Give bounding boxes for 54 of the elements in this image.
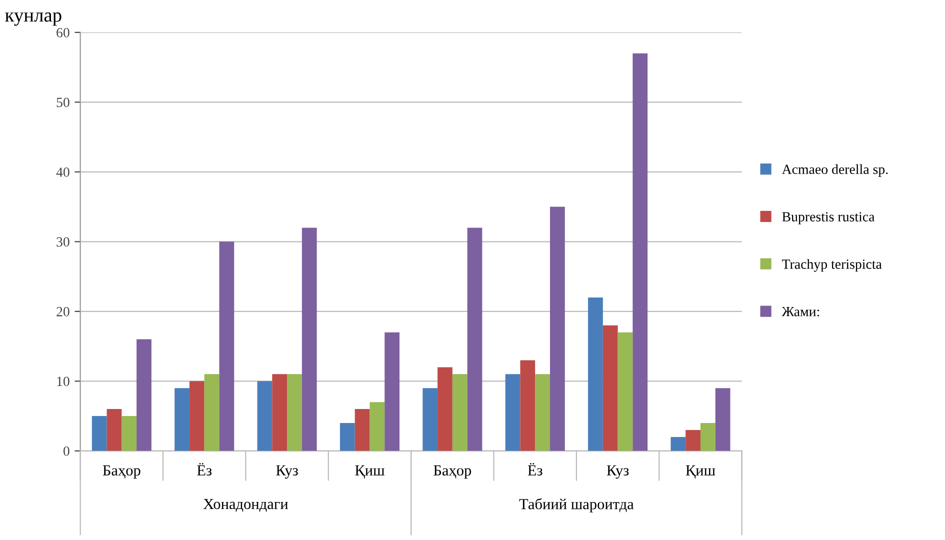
bar	[700, 423, 716, 451]
bar	[219, 242, 234, 451]
bar	[438, 367, 452, 451]
bar	[106, 409, 122, 451]
bar	[204, 374, 220, 451]
x-tick-label: Куз	[606, 465, 629, 479]
bar	[122, 416, 137, 451]
bar	[340, 423, 355, 451]
y-tick-label: 30	[56, 237, 70, 247]
x-tick-label: Баҳор	[434, 465, 472, 479]
bar	[550, 206, 565, 451]
bar	[272, 374, 288, 451]
legend-label: Acmaeo derella sp.	[782, 164, 888, 177]
bar	[136, 339, 152, 451]
bar	[384, 332, 400, 451]
x-tick-label: Ёз	[528, 462, 542, 476]
bar	[354, 409, 370, 451]
bar	[520, 360, 536, 451]
bar	[602, 325, 618, 451]
bar	[632, 53, 648, 451]
legend-label: Trachyp terispicta	[782, 259, 882, 272]
bar	[505, 374, 520, 451]
y-tick-label: 20	[56, 306, 70, 316]
bar	[686, 430, 700, 451]
bar	[302, 228, 317, 451]
x-tick-label: Қиш	[686, 465, 716, 479]
x-tick-label: Куз	[276, 465, 298, 479]
legend-label: Buprestis rustica	[782, 212, 875, 224]
x-tick-label: Қиш	[355, 465, 385, 479]
bar	[92, 416, 107, 451]
bar	[287, 374, 302, 451]
bar	[535, 374, 550, 451]
bar	[588, 297, 603, 451]
legend-label: Жами:	[782, 307, 819, 316]
bar	[452, 374, 468, 451]
bar	[670, 436, 686, 451]
y-tick-label: 0	[63, 446, 70, 456]
bar	[257, 381, 272, 451]
bar	[715, 388, 730, 451]
text: Хонадондаги	[203, 498, 288, 512]
y-tick-label: 50	[56, 98, 70, 108]
bar	[422, 388, 438, 451]
bar	[189, 381, 204, 451]
y-tick-label: 60	[56, 28, 70, 38]
x-tick-label: Ёз	[197, 462, 212, 476]
bar	[174, 388, 190, 451]
chart-title: кунлар	[5, 12, 62, 26]
bar	[467, 228, 482, 451]
y-tick-label: 10	[57, 376, 70, 386]
bar	[370, 402, 385, 451]
x-tick-label: Баҳор	[102, 465, 140, 479]
y-tick-label: 40	[56, 167, 70, 177]
bar	[618, 332, 633, 451]
text: Табиий шароитда	[519, 498, 634, 512]
